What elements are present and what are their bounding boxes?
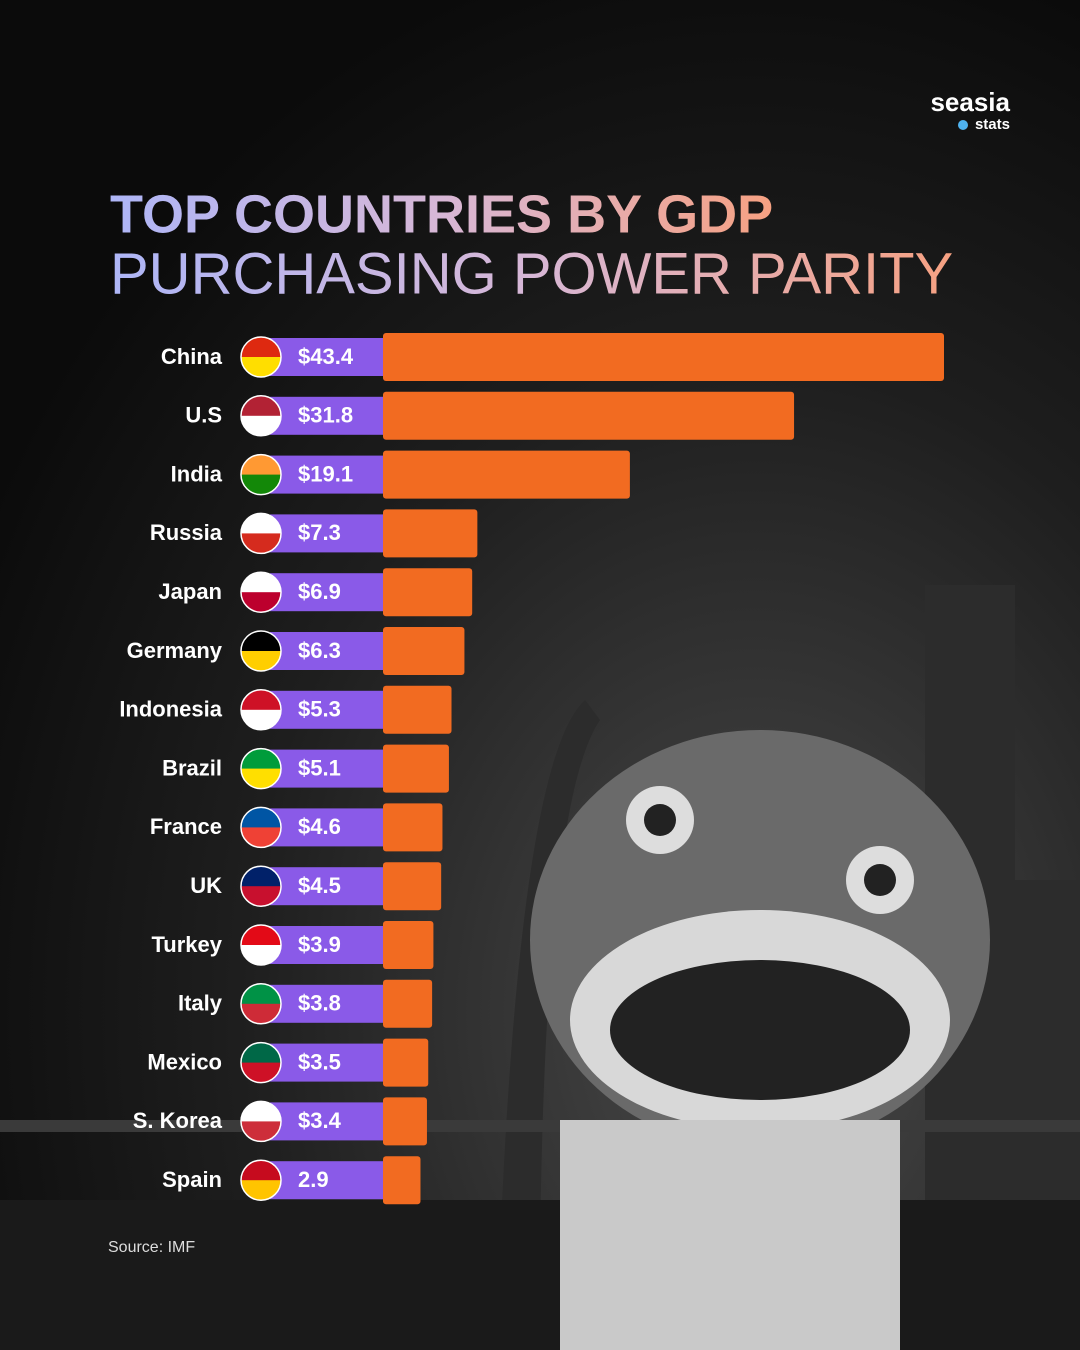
bar xyxy=(383,509,478,558)
flag-part xyxy=(241,1062,281,1083)
value-label: $3.8 xyxy=(298,991,341,1016)
brand-dot xyxy=(958,120,968,130)
bar xyxy=(383,979,433,1028)
flag-ring xyxy=(240,453,282,496)
bar xyxy=(383,627,465,675)
value-label: $5.3 xyxy=(298,697,341,722)
value-label: $4.5 xyxy=(298,873,341,898)
category-label: Mexico xyxy=(147,1049,222,1074)
bar xyxy=(383,685,452,734)
value-label: $3.5 xyxy=(298,1049,341,1074)
flag-part xyxy=(241,1003,281,1024)
bar xyxy=(383,744,449,793)
flag-part xyxy=(241,709,281,730)
flag-part xyxy=(241,474,281,495)
flag-ring xyxy=(240,983,282,1025)
flag-part xyxy=(241,1121,281,1142)
value-label: $6.3 xyxy=(298,638,341,663)
category-label: Brazil xyxy=(162,755,222,780)
flag-ring xyxy=(240,747,282,790)
value-label-box xyxy=(270,1161,383,1200)
category-label: Italy xyxy=(178,991,223,1016)
value-label-box xyxy=(270,396,383,435)
flag-part xyxy=(241,651,281,671)
flag-ring xyxy=(240,924,282,966)
bar xyxy=(383,862,442,911)
category-label: Turkey xyxy=(151,932,222,957)
flag-ring xyxy=(240,1041,282,1084)
bar xyxy=(383,450,630,499)
category-label: Russia xyxy=(150,520,223,545)
bar xyxy=(383,333,944,381)
flag-ring xyxy=(240,1159,282,1201)
category-label: China xyxy=(161,344,223,369)
bar xyxy=(383,1038,429,1087)
flag-part xyxy=(241,592,281,613)
flag-ring xyxy=(240,395,282,437)
value-label: $31.8 xyxy=(298,403,353,428)
flag-ring xyxy=(240,571,282,613)
value-label: $5.1 xyxy=(298,755,341,780)
source: Source: IMF xyxy=(108,1239,195,1256)
category-label: France xyxy=(150,814,222,839)
flag-ring xyxy=(240,689,282,731)
flag-ring xyxy=(240,1100,282,1143)
value-label-box xyxy=(270,573,383,612)
value-label-box xyxy=(270,690,383,729)
value-label-box xyxy=(270,455,383,494)
value-label-box xyxy=(270,632,383,670)
category-label: India xyxy=(171,461,223,486)
category-label: U.S xyxy=(185,403,222,428)
flag-part xyxy=(241,415,281,436)
bar xyxy=(383,803,443,852)
flag-part xyxy=(241,827,281,848)
flag-part xyxy=(241,768,281,789)
category-label: S. Korea xyxy=(133,1108,223,1133)
value-label-box xyxy=(270,984,383,1023)
flag-part xyxy=(241,533,281,554)
value-label-box xyxy=(270,1043,383,1082)
value-label: $3.4 xyxy=(298,1108,342,1133)
value-label-box xyxy=(270,1102,383,1141)
flag-ring xyxy=(240,865,282,907)
lion-silhouette xyxy=(530,730,990,1350)
value-label: $6.9 xyxy=(298,579,341,604)
category-label: Spain xyxy=(162,1167,222,1192)
value-label-box xyxy=(270,926,383,964)
value-label: $7.3 xyxy=(298,520,341,545)
flag-part xyxy=(241,945,281,965)
value-label: 2.9 xyxy=(298,1167,329,1192)
flag-part xyxy=(241,1180,281,1201)
flag-ring xyxy=(240,512,282,555)
category-label: Germany xyxy=(127,638,223,663)
value-label-box xyxy=(270,338,383,376)
value-label: $4.6 xyxy=(298,814,341,839)
category-label: Indonesia xyxy=(119,697,222,722)
flag-ring xyxy=(240,630,282,672)
value-label: $43.4 xyxy=(298,344,354,369)
bar xyxy=(383,568,473,617)
value-label-box xyxy=(270,867,383,906)
bar xyxy=(383,1156,421,1205)
flag-ring xyxy=(240,336,282,378)
category-label: UK xyxy=(190,873,222,898)
brand: seasia xyxy=(930,87,1010,117)
value-label-box xyxy=(270,808,383,847)
bar xyxy=(383,1097,427,1146)
chart-subtitle: PURCHASING POWER PARITY xyxy=(110,241,953,306)
bar xyxy=(383,391,795,440)
value-label-box xyxy=(270,514,383,553)
flag-part xyxy=(241,886,281,907)
value-label: $19.1 xyxy=(298,461,353,486)
flag-part xyxy=(241,357,281,377)
bar xyxy=(383,921,434,969)
value-label-box xyxy=(270,749,383,788)
category-label: Japan xyxy=(158,579,222,604)
chart-title: TOP COUNTRIES BY GDP xyxy=(110,184,773,244)
brand-sub: stats xyxy=(975,116,1010,133)
flag-ring xyxy=(240,806,282,849)
value-label: $3.9 xyxy=(298,932,341,957)
